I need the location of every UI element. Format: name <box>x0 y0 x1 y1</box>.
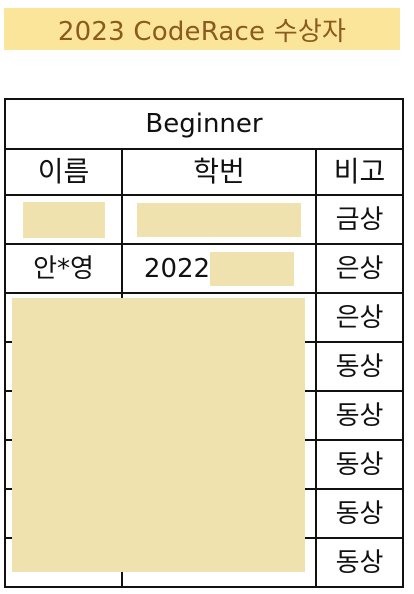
name-cell <box>4 194 123 245</box>
table-row: 안*영 2022 은상 <box>4 243 404 294</box>
redaction-block <box>22 201 105 238</box>
student-id-cell: 2022 <box>121 243 317 294</box>
award-cell: 은상 <box>315 292 404 343</box>
name-cell: 안*영 <box>4 243 123 294</box>
table-row: 금상 <box>4 194 404 245</box>
header-row: 이름 학번 비고 <box>4 148 404 196</box>
page-title: 2023 CodeRace 수상자 <box>57 16 347 47</box>
redaction-block <box>137 202 301 237</box>
award-cell: 동상 <box>315 390 404 441</box>
header-name: 이름 <box>4 148 123 196</box>
award-cell: 은상 <box>315 243 404 294</box>
award-cell: 동상 <box>315 537 404 588</box>
award-cell: 동상 <box>315 341 404 392</box>
title-banner: 2023 CodeRace 수상자 <box>4 8 400 50</box>
student-id-prefix: 2022 <box>143 253 211 284</box>
redaction-block-large <box>12 298 305 572</box>
student-id-cell <box>121 194 317 245</box>
section-label: Beginner <box>4 98 404 150</box>
award-cell: 동상 <box>315 439 404 490</box>
header-student-id: 학번 <box>121 148 317 196</box>
award-cell: 금상 <box>315 194 404 245</box>
redaction-block <box>210 251 295 286</box>
header-note: 비고 <box>315 148 404 196</box>
award-cell: 동상 <box>315 488 404 539</box>
section-row: Beginner <box>4 98 404 150</box>
